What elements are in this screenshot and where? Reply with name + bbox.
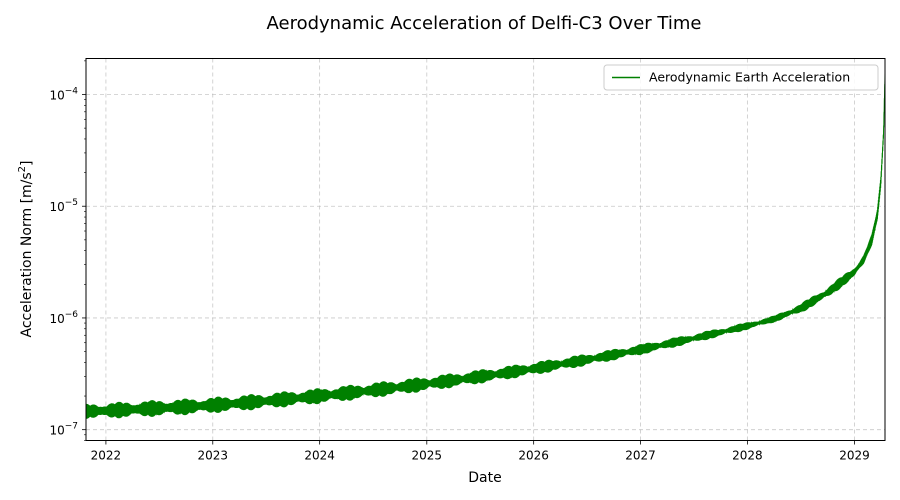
plot-area: [86, 73, 885, 419]
y-tick-label: 10−4: [49, 86, 78, 102]
y-axis: 10−710−610−510−4: [49, 60, 86, 441]
y-axis-label-end: ]: [19, 160, 35, 165]
grid: [86, 58, 885, 441]
x-tick-label: 2025: [412, 449, 443, 463]
y-axis-label-superscript: 2: [17, 166, 28, 172]
y-tick-label: 10−6: [49, 310, 78, 326]
legend-box: [603, 64, 879, 91]
x-tick-label: 2023: [198, 449, 229, 463]
x-tick-label: 2022: [91, 449, 122, 463]
y-tick-base: 10: [49, 424, 64, 438]
legend: Aerodynamic Earth Acceleration: [603, 64, 879, 91]
x-tick-label: 2024: [304, 449, 335, 463]
x-tick-label: 2026: [518, 449, 549, 463]
series-line: [86, 73, 885, 419]
y-tick-base: 10: [49, 200, 64, 214]
y-axis-label: Acceleration Norm [m/s2]: [17, 160, 35, 337]
y-tick-exponent: −6: [65, 310, 79, 320]
y-tick-exponent: −7: [65, 422, 78, 432]
x-axis: 2022 2023 2024 2025 2026 2027 2028 2029: [91, 440, 870, 463]
x-tick-label: 2029: [839, 449, 870, 463]
y-tick-label: 10−5: [49, 198, 78, 214]
y-tick-label: 10−7: [49, 422, 78, 438]
legend-label: Aerodynamic Earth Acceleration: [649, 70, 850, 85]
y-tick-exponent: −5: [65, 198, 78, 208]
axes-frame: [85, 58, 886, 441]
x-axis-label: Date: [468, 470, 501, 486]
y-tick-base: 10: [49, 312, 64, 326]
y-tick-base: 10: [49, 88, 64, 102]
x-tick-label: 2027: [625, 449, 656, 463]
y-tick-exponent: −4: [65, 86, 79, 96]
chart-title: Aerodynamic Acceleration of Delfi-C3 Ove…: [267, 13, 702, 34]
y-axis-label-main: Acceleration Norm [m/s: [19, 172, 35, 337]
x-tick-label: 2028: [732, 449, 763, 463]
